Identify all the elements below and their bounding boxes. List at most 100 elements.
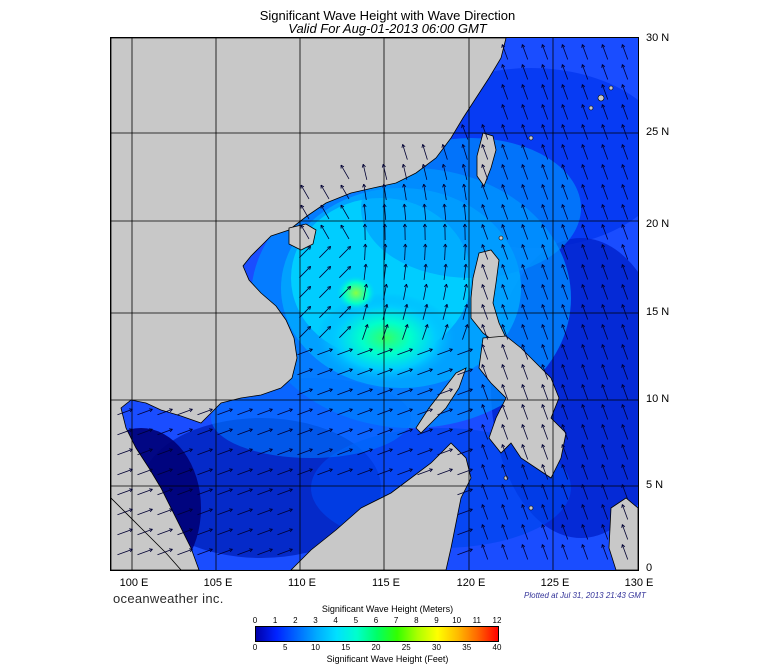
wave-arrow-head	[249, 528, 253, 533]
wave-arrow	[501, 84, 509, 100]
wave-arrow	[581, 184, 589, 200]
wave-arrow-head	[601, 84, 603, 89]
wave-arrow	[481, 264, 489, 280]
wave-arrow-head	[541, 284, 543, 289]
wave-arrow	[319, 246, 331, 258]
wave-arrow-head	[348, 468, 353, 470]
hainan-island	[288, 223, 317, 251]
wave-arrow	[561, 244, 569, 260]
wave-arrow	[521, 324, 529, 340]
wave-arrow	[423, 203, 427, 221]
wave-arrow	[541, 444, 549, 460]
wave-arrow-head	[561, 504, 563, 509]
wave-arrow-head	[501, 184, 506, 188]
wave-arrow	[501, 384, 509, 400]
wave-arrow	[621, 124, 629, 140]
wave-arrow	[397, 368, 413, 376]
wave-arrow	[317, 408, 333, 416]
wave-arrow-head	[429, 408, 433, 413]
wave-arrow-head	[581, 84, 586, 88]
wave-arrow-head	[328, 348, 333, 350]
wave-arrow-head	[501, 464, 506, 468]
wave-arrow-head	[481, 404, 483, 409]
wave-arrow-head	[581, 304, 586, 308]
wave-arrow	[217, 488, 233, 496]
wave-arrow-head	[403, 183, 407, 188]
wave-arrow-head	[268, 488, 273, 490]
wave-arrow	[561, 384, 569, 400]
wave-arrow	[462, 324, 468, 340]
wave-arrow	[320, 224, 330, 240]
wave-arrow	[297, 448, 313, 456]
wave-arrow-head	[149, 488, 153, 493]
graticule	[111, 38, 638, 570]
wave-arrow-head	[363, 183, 367, 188]
wave-arrow-head	[601, 544, 606, 548]
wave-arrow-head	[581, 244, 586, 248]
wave-arrow-head	[169, 528, 173, 533]
wave-arrow	[541, 224, 549, 240]
wave-arrow-head	[402, 203, 405, 208]
wave-arrow-head	[408, 468, 413, 470]
wave-arrow-head	[561, 84, 563, 89]
wave-arrow-head	[349, 266, 352, 270]
wave-arrow-head	[308, 468, 313, 470]
wave-arrow-head	[521, 444, 526, 448]
wave-arrow	[403, 184, 407, 200]
wave-arrow-head	[621, 384, 626, 388]
wave-arrow-head	[443, 243, 446, 248]
wave-arrow-head	[148, 448, 153, 450]
wave-arrow	[581, 544, 589, 560]
wave-arrow	[117, 508, 133, 516]
wave-arrow-head	[561, 124, 566, 128]
wave-arrow-head	[168, 548, 173, 550]
wave-arrow	[521, 224, 529, 240]
wave-arrow	[561, 144, 569, 160]
wave-arrow	[581, 264, 589, 280]
wave-arrow-head	[601, 484, 603, 489]
wave-arrow	[319, 326, 331, 338]
wave-arrow-head	[208, 488, 213, 490]
wave-arrow-head	[389, 348, 393, 353]
wave-arrow	[501, 364, 509, 380]
wave-arrow-head	[383, 283, 387, 288]
wave-arrow-head	[501, 544, 503, 549]
wave-arrow-head	[408, 408, 413, 410]
wave-arrow-head	[601, 484, 606, 488]
wave-arrow	[501, 284, 509, 300]
wave-arrow-head	[469, 548, 473, 553]
wave-arrow-head	[189, 448, 193, 453]
wave-arrow	[300, 184, 310, 200]
wave-arrow	[442, 324, 448, 340]
wave-arrow-head	[541, 524, 546, 528]
wave-arrow	[297, 468, 313, 476]
wave-arrow-head	[621, 544, 623, 549]
wave-arrow	[581, 304, 589, 320]
wave-arrow-head	[448, 348, 453, 350]
legend-feet-tick: 40	[492, 643, 502, 652]
wave-arrow	[561, 224, 569, 240]
wave-arrow-head	[309, 348, 313, 353]
wave-arrow	[541, 164, 549, 180]
wave-arrow-head	[363, 243, 366, 248]
wave-arrow-head	[521, 224, 523, 229]
wave-arrow	[581, 64, 589, 80]
wave-arrow	[357, 408, 373, 416]
legend-title-feet: Significant Wave Height (Feet)	[326, 654, 449, 664]
wave-arrow	[521, 424, 529, 440]
wave-arrow-head	[501, 244, 506, 248]
wave-arrow-head	[469, 428, 473, 433]
wave-arrow	[541, 184, 549, 200]
wave-arrow	[581, 224, 589, 240]
wave-arrow-head	[581, 224, 586, 228]
wave-arrow-head	[481, 384, 483, 389]
wave-arrow	[457, 388, 473, 396]
wave-arrow-head	[621, 364, 623, 369]
wave-arrow	[481, 244, 489, 260]
wave-arrow	[237, 468, 253, 476]
wave-arrow-head	[449, 448, 453, 453]
wave-arrow	[501, 244, 509, 260]
wave-arrow	[621, 484, 629, 500]
wave-arrow	[362, 324, 368, 340]
wave-arrow-head	[581, 444, 586, 448]
